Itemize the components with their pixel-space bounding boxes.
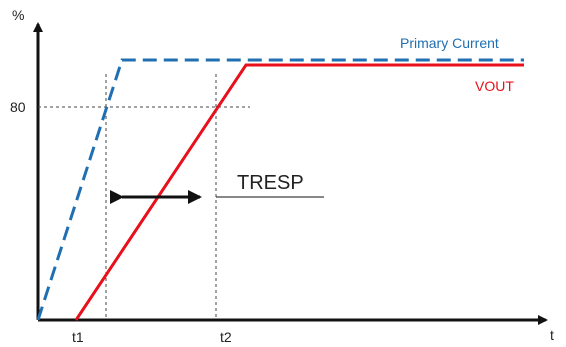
y-unit-label: % [12,7,24,23]
x-unit-label: t [550,327,554,343]
t1-label: t1 [72,329,84,345]
vout-curve [74,63,524,321]
tresp-label: TRESP [237,172,304,194]
t2-label: t2 [220,329,232,345]
primary-current-label: Primary Current [400,35,499,51]
y-mark-80: 80 [10,99,26,115]
vout-label: VOUT [475,78,514,94]
primary-current-curve [36,58,524,321]
